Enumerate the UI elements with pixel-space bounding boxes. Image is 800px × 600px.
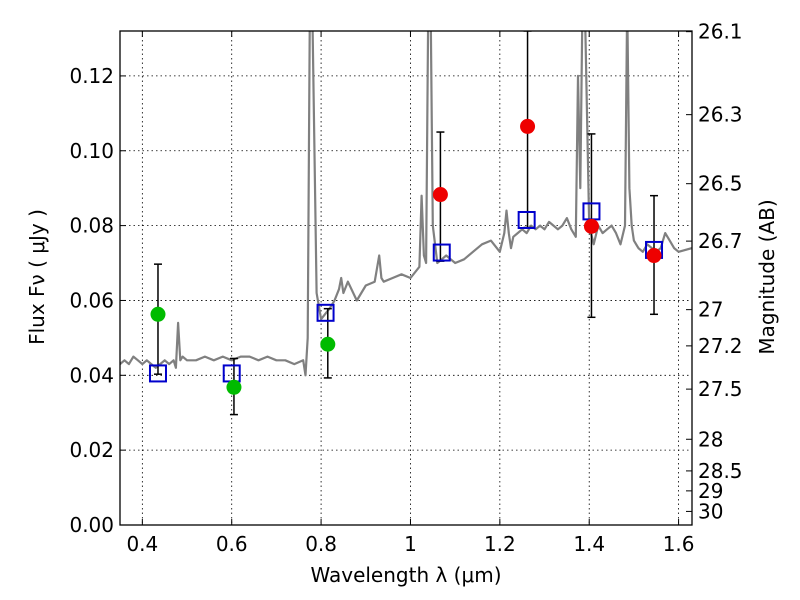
x-tick-label: 1.6 bbox=[663, 532, 695, 556]
x-tick-label: 0.6 bbox=[216, 532, 248, 556]
x-tick-label: 1.4 bbox=[573, 532, 605, 556]
y2-tick-label: 28.5 bbox=[698, 459, 743, 483]
spectrum-layer bbox=[120, 31, 692, 377]
y2-tick-label: 29 bbox=[698, 479, 723, 503]
y-tick-label: 0.02 bbox=[69, 438, 114, 462]
red-data-point bbox=[583, 218, 599, 234]
tick-layer: 0.4 0.6 0.8 1 1.2 1.4 1.6 0.00 0.02 0.04 0.06 0.08 0… bbox=[69, 20, 742, 556]
model-point bbox=[148, 364, 167, 383]
photometry-point-layer bbox=[150, 118, 662, 395]
y-tick-label: 0.00 bbox=[69, 513, 114, 537]
x-axis-label: Wavelength λ (μm) bbox=[310, 563, 501, 587]
plot-border bbox=[119, 30, 693, 526]
green-data-point bbox=[320, 336, 336, 352]
y-tick-label: 0.10 bbox=[69, 139, 114, 163]
y2-tick-label: 30 bbox=[698, 499, 723, 523]
y2-tick-label: 26.5 bbox=[698, 172, 743, 196]
y-tick-label: 0.12 bbox=[69, 64, 114, 88]
y2-tick-label: 27.5 bbox=[698, 377, 743, 401]
green-data-point bbox=[226, 379, 242, 395]
red-data-point bbox=[520, 118, 536, 134]
grid bbox=[120, 31, 692, 525]
y-axis-label: Flux Fν ( μJy ) bbox=[25, 209, 49, 345]
plot-frame bbox=[119, 30, 693, 526]
x-tick-label: 1 bbox=[404, 532, 417, 556]
model-point bbox=[432, 243, 451, 262]
y2-tick-label: 28 bbox=[698, 427, 723, 451]
y-tick-label: 0.08 bbox=[69, 214, 114, 238]
model-point bbox=[316, 303, 335, 322]
green-data-point bbox=[150, 306, 166, 322]
spectrum-line bbox=[120, 31, 692, 377]
y2-tick-label: 26.3 bbox=[698, 103, 743, 127]
y2-tick-label: 26.7 bbox=[698, 229, 743, 253]
y-tick-label: 0.06 bbox=[69, 288, 114, 312]
red-data-point bbox=[646, 248, 662, 264]
x-tick-label: 0.4 bbox=[126, 532, 158, 556]
red-data-point bbox=[432, 187, 448, 203]
model-point bbox=[517, 210, 536, 229]
x-tick-label: 1.2 bbox=[484, 532, 516, 556]
x-tick-label: 0.8 bbox=[305, 532, 337, 556]
y2-tick-label: 27.2 bbox=[698, 334, 743, 358]
y2-tick-label: 27 bbox=[698, 298, 723, 322]
y2-tick-label: 26.1 bbox=[698, 20, 743, 44]
y2-axis-label: Magnitude (AB) bbox=[755, 199, 779, 354]
y-tick-label: 0.04 bbox=[69, 363, 114, 387]
